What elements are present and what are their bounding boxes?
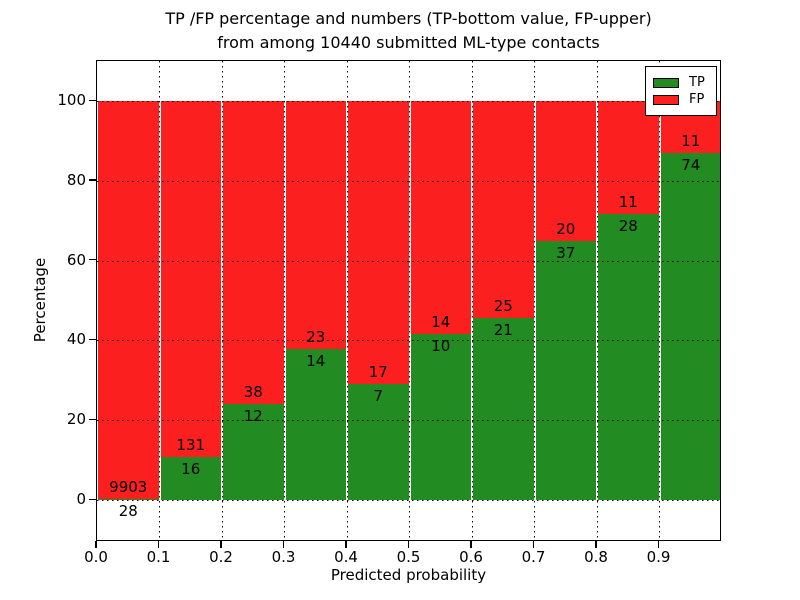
fp-count-label: 131 — [176, 435, 206, 454]
x-tick-mark — [220, 541, 222, 548]
fp-bar-segment — [473, 101, 534, 318]
x-tick-label: 0.8 — [584, 548, 608, 566]
legend: TP FP — [645, 66, 717, 116]
tp-count-label: 10 — [431, 336, 451, 355]
fp-count-label: 38 — [243, 383, 263, 402]
legend-swatch-tp-icon — [653, 77, 679, 88]
fp-bar-segment — [285, 101, 346, 350]
y-tick-label: 40 — [66, 330, 86, 349]
gridline-vertical — [596, 61, 598, 540]
x-tick-mark — [407, 541, 410, 548]
tp-count-label: 21 — [493, 320, 513, 339]
gridline-horizontal — [97, 180, 720, 182]
fp-count-label: 17 — [368, 362, 388, 381]
tp-bar-segment — [410, 333, 471, 500]
fp-count-label: 14 — [431, 312, 451, 331]
y-tick-label: 20 — [66, 410, 86, 429]
y-tick-mark — [89, 338, 96, 341]
x-tick-mark — [282, 541, 285, 548]
y-tick-mark — [89, 179, 96, 181]
y-tick-label: 0 — [76, 490, 86, 508]
fp-count-label: 11 — [681, 131, 701, 150]
x-tick-mark — [532, 541, 535, 548]
y-tick-label: 80 — [66, 170, 86, 189]
gridline-vertical — [471, 61, 473, 540]
y-tick-mark — [89, 418, 96, 421]
tp-bar-segment — [160, 456, 221, 500]
gridline-horizontal — [97, 500, 720, 501]
x-tick-mark — [657, 541, 660, 548]
gridline-vertical — [409, 61, 410, 540]
legend-label-fp: FP — [689, 92, 705, 107]
tp-bar-segment — [473, 317, 534, 500]
x-axis-label: Predicted probability — [330, 566, 487, 584]
chart-title-block: TP /FP percentage and numbers (TP-bottom… — [96, 7, 721, 55]
y-tick-mark — [89, 259, 96, 261]
tp-bar-segment — [660, 152, 720, 500]
fp-bar-segment — [410, 101, 471, 334]
plot-area: 9903 28 131 16 38 12 23 14 17 7 14 10 25 21 20 37 11 28 11… — [96, 60, 721, 541]
x-tick-label: 0.0 — [84, 548, 108, 566]
x-tick-mark — [157, 541, 160, 548]
x-tick-label: 0.7 — [521, 548, 546, 566]
x-tick-label: 0.6 — [459, 548, 483, 566]
gridline-horizontal — [97, 260, 720, 262]
tp-count-label: 12 — [243, 407, 263, 426]
x-tick-label: 0.5 — [396, 548, 421, 566]
x-tick-label: 0.3 — [271, 548, 296, 566]
fp-count-label: 23 — [306, 328, 326, 347]
fp-count-label: 20 — [556, 220, 576, 238]
tp-count-label: 28 — [618, 216, 638, 235]
x-tick-mark — [470, 541, 472, 548]
fp-count-label: 9903 — [109, 477, 148, 496]
gridline-vertical — [659, 61, 660, 540]
gridline-vertical — [221, 61, 223, 540]
tp-bar-segment — [348, 383, 409, 500]
fp-bar-segment — [160, 101, 221, 457]
x-tick-label: 0.4 — [334, 548, 358, 566]
x-tick-mark — [345, 541, 347, 548]
gridline-horizontal — [97, 340, 720, 342]
y-tick-label: 60 — [66, 250, 86, 269]
tp-count-label: 7 — [373, 386, 384, 405]
chart-subtitle: from among 10440 submitted ML-type conta… — [217, 33, 600, 52]
tp-bar-segment — [598, 213, 659, 500]
x-tick-label: 0.1 — [146, 548, 171, 566]
y-tick-mark — [89, 99, 96, 101]
fp-bar-segment — [598, 101, 659, 214]
fp-bar-segment — [98, 101, 159, 499]
tp-count-label: 37 — [556, 244, 576, 262]
y-tick-mark — [89, 498, 96, 500]
tp-bar-segment — [98, 498, 159, 501]
gridline-horizontal — [97, 420, 720, 422]
x-tick-mark — [595, 541, 597, 548]
y-tick-label: 100 — [57, 91, 86, 109]
tp-count-label: 74 — [681, 155, 701, 174]
tp-count-label: 14 — [306, 352, 326, 371]
x-tick-mark — [95, 541, 97, 548]
gridline-vertical — [159, 61, 160, 540]
fp-bar-segment — [535, 101, 596, 241]
gridline-vertical — [284, 61, 285, 540]
legend-item-tp: TP — [653, 75, 709, 90]
fp-count-label: 25 — [493, 296, 513, 315]
legend-swatch-fp-icon — [653, 94, 679, 105]
tp-count-label: 28 — [118, 501, 138, 520]
gridline-vertical — [534, 61, 535, 540]
tp-count-label: 16 — [181, 459, 201, 478]
chart-title: TP /FP percentage and numbers (TP-bottom… — [165, 9, 652, 28]
legend-label-tp: TP — [689, 75, 705, 90]
fp-bar-segment — [223, 101, 284, 405]
x-tick-label: 0.2 — [209, 548, 233, 566]
gridline-horizontal — [97, 101, 720, 102]
tp-bar-segment — [285, 349, 346, 500]
tp-bar-segment — [535, 241, 596, 500]
fp-count-label: 11 — [618, 192, 638, 211]
x-tick-label: 0.9 — [646, 548, 671, 566]
legend-item-fp: FP — [653, 92, 709, 107]
gridline-vertical — [346, 61, 348, 540]
y-axis-label: Percentage — [31, 257, 49, 343]
fp-bar-segment — [348, 101, 409, 384]
